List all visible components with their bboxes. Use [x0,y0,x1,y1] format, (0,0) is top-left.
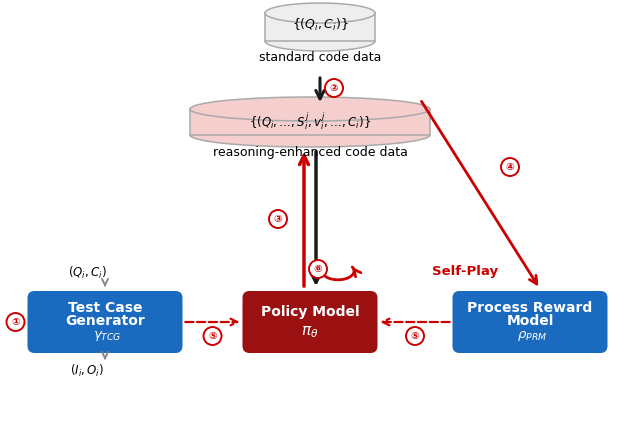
Circle shape [406,327,424,345]
Text: ⑥: ⑥ [314,264,323,274]
FancyBboxPatch shape [28,291,182,353]
Circle shape [501,158,519,176]
Text: $(I_i, O_i)$: $(I_i, O_i)$ [70,363,104,379]
Bar [190,109,430,135]
Text: $(Q_i, C_i)$: $(Q_i, C_i)$ [68,265,106,281]
Text: $\rho_{PRM}$: $\rho_{PRM}$ [517,329,547,343]
Bar [265,13,375,41]
Ellipse shape [265,3,375,23]
Text: ⑤: ⑤ [411,331,419,341]
Ellipse shape [190,123,430,147]
Ellipse shape [190,97,430,121]
Circle shape [269,210,287,228]
Text: $\pi_{\theta}$: $\pi_{\theta}$ [301,324,319,340]
Text: Self-Play: Self-Play [432,265,498,279]
Circle shape [204,327,221,345]
Circle shape [309,260,327,278]
Text: ③: ③ [274,214,282,224]
Text: ①: ① [11,317,20,327]
Circle shape [6,313,24,331]
FancyBboxPatch shape [243,291,378,353]
Text: Policy Model: Policy Model [260,305,359,319]
Text: Model: Model [506,314,554,328]
Text: Generator: Generator [65,314,145,328]
Text: $\{(Q_i, C_i)\}$: $\{(Q_i, C_i)\}$ [292,17,348,33]
Text: $\{(Q_i, \ldots, S_i^j, v_i^j, \ldots, C_i)\}$: $\{(Q_i, \ldots, S_i^j, v_i^j, \ldots, C… [249,110,371,132]
Ellipse shape [265,31,375,51]
Text: Process Reward: Process Reward [467,301,593,315]
Text: ④: ④ [506,162,515,172]
Text: standard code data: standard code data [259,51,381,64]
Circle shape [325,79,343,97]
Text: reasoning-enhanced code data: reasoning-enhanced code data [212,146,408,159]
Text: Test Case: Test Case [68,301,142,315]
Text: $\gamma_{TCG}$: $\gamma_{TCG}$ [93,329,122,343]
FancyBboxPatch shape [452,291,607,353]
Text: ⑤: ⑤ [208,331,217,341]
Text: ②: ② [330,83,339,93]
